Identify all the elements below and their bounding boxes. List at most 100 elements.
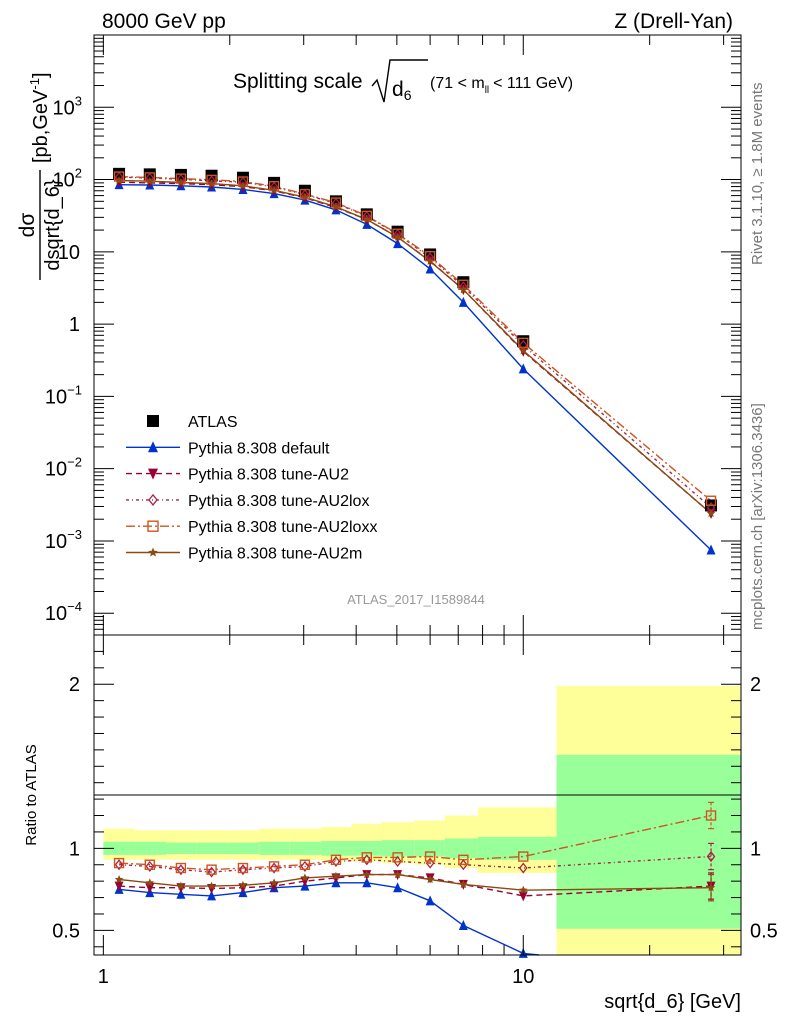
y-label-num: dσ <box>16 213 39 238</box>
ratio-y-tick-label-right: 2 <box>750 674 761 696</box>
ratio-point-pythia-8-308-tune-au2loxx <box>361 852 372 863</box>
plot-title-cut: (71 < mll < 111 GeV) <box>430 75 573 96</box>
stat-uncertainty-band <box>166 842 197 855</box>
legend-label: Pythia 8.308 tune-AU2lox <box>188 493 369 510</box>
plot-title-symbol: d6 <box>392 78 412 103</box>
ratio-point-pythia-8-308-tune-au2loxx <box>518 851 529 862</box>
series-line-pythia-8-308-tune-au2lox <box>119 176 712 509</box>
data-point-pythia-8-308-default <box>518 363 528 374</box>
stat-uncertainty-band <box>381 840 415 857</box>
ratio-point-pythia-8-308-tune-au2lox <box>331 855 341 868</box>
y-tick-base: 10 <box>53 170 75 192</box>
y-tick-label: 10 <box>58 242 80 264</box>
ratio-y-tick-label-left: 2 <box>69 674 80 696</box>
stat-uncertainty-band <box>414 840 445 857</box>
stat-uncertainty-band <box>227 842 260 855</box>
ratio-point-pythia-8-308-tune-au2m <box>425 875 435 884</box>
data-point-pythia-8-308-default <box>706 544 716 555</box>
y-label-units: [pb,GeV-1] <box>27 72 52 163</box>
data-point-pythia-8-308-tune-au2loxx <box>705 495 717 506</box>
y-tick-label: 10−1 <box>45 382 82 408</box>
ratio-point-pythia-8-308-tune-au2lox <box>176 864 186 876</box>
ratio-point-pythia-8-308-default <box>207 890 217 901</box>
data-point-pythia-8-308-tune-au2m <box>362 215 372 224</box>
ratio-point-pythia-8-308-tune-au2 <box>518 891 528 902</box>
stat-uncertainty-band <box>477 836 557 860</box>
data-point-pythia-8-308-tune-au2m <box>706 509 716 518</box>
ratio-point-pythia-8-308-tune-au2 <box>207 884 217 895</box>
title-cut-close: < 111 GeV) <box>493 75 573 92</box>
legend-item-pythia-8-308-default: Pythia 8.308 default <box>126 440 330 457</box>
ratio-point-pythia-8-308-tune-au2loxx <box>237 862 249 874</box>
y-axis-label: dσ dsqrt{d_6} [pb,GeV-1] <box>16 72 64 280</box>
legend-item-pythia-8-308-tune-au2loxx: Pythia 8.308 tune-AU2loxx <box>126 519 377 536</box>
data-point-pythia-8-308-tune-au2m <box>393 232 402 241</box>
ratio-point-pythia-8-308-tune-au2m <box>238 880 248 889</box>
y-tick-label: 1 <box>69 314 80 336</box>
legend-item-pythia-8-308-tune-au2m: Pythia 8.308 tune-AU2m <box>126 546 362 563</box>
plot-title: Splitting scale d6 (71 < mll < 111 GeV) <box>233 59 573 103</box>
legend-marker <box>147 415 159 427</box>
legend-marker <box>148 468 158 480</box>
y-tick-label: 102 <box>53 166 82 192</box>
ratio-point-pythia-8-308-tune-au2lox <box>238 864 248 876</box>
y-tick-base: 10 <box>45 531 67 553</box>
data-point-pythia-8-308-tune-au2m <box>300 192 310 201</box>
legend-marker <box>148 547 158 557</box>
ratio-point-pythia-8-308-tune-au2 <box>269 881 279 892</box>
ratio-point-pythia-8-308-tune-au2loxx <box>268 861 280 872</box>
y-label-units-text: [pb,GeV <box>30 89 52 163</box>
ratio-point-pythia-8-308-tune-au2m <box>114 875 124 884</box>
ratio-point-pythia-8-308-tune-au2loxx <box>175 862 187 874</box>
stat-uncertainty-band <box>135 841 167 855</box>
x-tick-label: 1 <box>98 966 109 988</box>
data-point-pythia-8-308-tune-au2m <box>207 179 216 188</box>
plot-title-text: Splitting scale <box>233 70 363 93</box>
ratio-point-pythia-8-308-tune-au2 <box>114 881 124 892</box>
ratio-point-pythia-8-308-tune-au2m <box>393 870 402 879</box>
ratio-point-pythia-8-308-tune-au2lox <box>518 862 528 874</box>
title-symbol-sub: 6 <box>404 87 412 103</box>
ratio-point-pythia-8-308-tune-au2m <box>362 870 372 879</box>
stat-uncertainty-band <box>259 841 290 855</box>
stat-uncertainty-band <box>444 838 478 859</box>
y-tick-label: 10−4 <box>45 599 82 625</box>
ratio-point-pythia-8-308-default <box>176 888 186 899</box>
y-tick-label: 103 <box>53 93 82 119</box>
ratio-y-tick-label-left: 0.5 <box>52 920 80 942</box>
data-point-pythia-8-308-tune-au2m <box>519 346 528 355</box>
ratio-point-pythia-8-308-tune-au2loxx <box>144 859 155 870</box>
y-tick-base: 10 <box>45 459 67 481</box>
ratio-line-pythia-8-308-default <box>119 882 539 956</box>
ratio-point-pythia-8-308-tune-au2m <box>269 878 279 887</box>
analysis-watermark: ATLAS_2017_I1589844 <box>347 592 485 607</box>
header-energy: 8000 GeV pp <box>102 10 226 33</box>
data-point-pythia-8-308-default <box>458 296 468 307</box>
y-tick-exp: −3 <box>67 527 82 542</box>
y-tick-label: 10−3 <box>45 527 82 553</box>
data-point-pythia-8-308-tune-au2m <box>238 181 248 190</box>
ratio-panel: 0.5 0.5 1 1 2 2 1 10 Ratio to ATLAS sqrt{d_6} [… <box>23 634 778 1013</box>
ratio-point-pythia-8-308-tune-au2m <box>459 879 468 889</box>
ratio-frame <box>93 634 742 956</box>
mcplots-label: mcplots.cern.ch [arXiv:1306.3436] <box>749 403 766 630</box>
legend-label: Pythia 8.308 tune-AU2m <box>188 546 362 563</box>
y-tick-label: 10−2 <box>45 455 82 481</box>
title-symbol: d <box>392 78 404 101</box>
header-process: Z (Drell-Yan) <box>614 10 733 33</box>
y-label-units-close: ] <box>30 72 52 78</box>
sqrt-sign <box>371 59 428 103</box>
stat-uncertainty-band <box>556 754 741 929</box>
ratio-point-pythia-8-308-tune-au2 <box>238 883 248 894</box>
ratio-point-pythia-8-308-tune-au2loxx <box>705 810 717 821</box>
y-tick-exp: −2 <box>67 455 82 470</box>
ratio-point-pythia-8-308-tune-au2loxx <box>392 852 403 863</box>
legend-item-pythia-8-308-tune-au2lox: Pythia 8.308 tune-AU2lox <box>126 493 369 510</box>
ratio-point-pythia-8-308-tune-au2m <box>331 871 341 880</box>
data-point-pythia-8-308-tune-au2m <box>425 256 435 265</box>
y-label-den: dsqrt{d_6} <box>42 179 64 271</box>
legend-label: Pythia 8.308 tune-AU2 <box>188 467 349 484</box>
ratio-y-label: Ratio to ATLAS <box>23 744 40 845</box>
stat-uncertainty-band <box>321 840 352 856</box>
series-line-pythia-8-308-default <box>119 184 712 551</box>
